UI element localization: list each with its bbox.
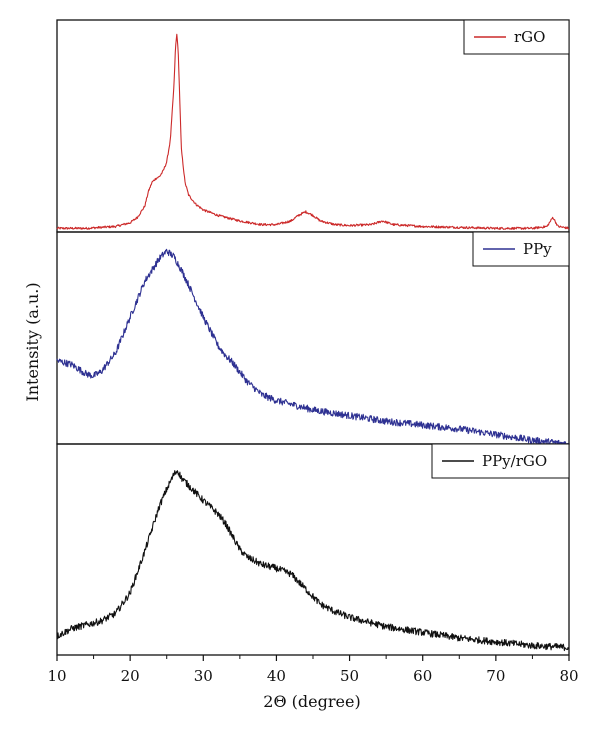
series-line-rgo [56, 33, 570, 230]
x-tick-label: 70 [486, 667, 505, 685]
x-tick-label: 20 [121, 667, 140, 685]
chart-panels [56, 19, 570, 656]
legend-2: PPy [472, 231, 570, 267]
legend-label: PPy/rGO [482, 452, 547, 470]
x-tick-label: 30 [194, 667, 213, 685]
series-line-ppy-rgo [56, 470, 570, 652]
x-tick-label: 60 [413, 667, 432, 685]
legend-label: PPy [523, 240, 552, 258]
y-axis-label: Intensity (a.u.) [23, 282, 42, 401]
legends: rGO PPy PPy/rGO [431, 19, 570, 479]
x-tick-label: 10 [47, 667, 66, 685]
legend-label: rGO [514, 28, 545, 46]
series-layer [56, 33, 570, 652]
x-axis-label: 2Θ (degree) [263, 692, 360, 711]
series-line-ppy [56, 248, 570, 448]
x-tick-label: 40 [267, 667, 286, 685]
x-tick-label: 50 [340, 667, 359, 685]
legend-1: rGO [463, 19, 570, 55]
x-tick-label: 80 [559, 667, 578, 685]
legend-3: PPy/rGO [431, 443, 570, 479]
x-axis: 10 20 30 40 50 60 70 80 [47, 655, 579, 685]
